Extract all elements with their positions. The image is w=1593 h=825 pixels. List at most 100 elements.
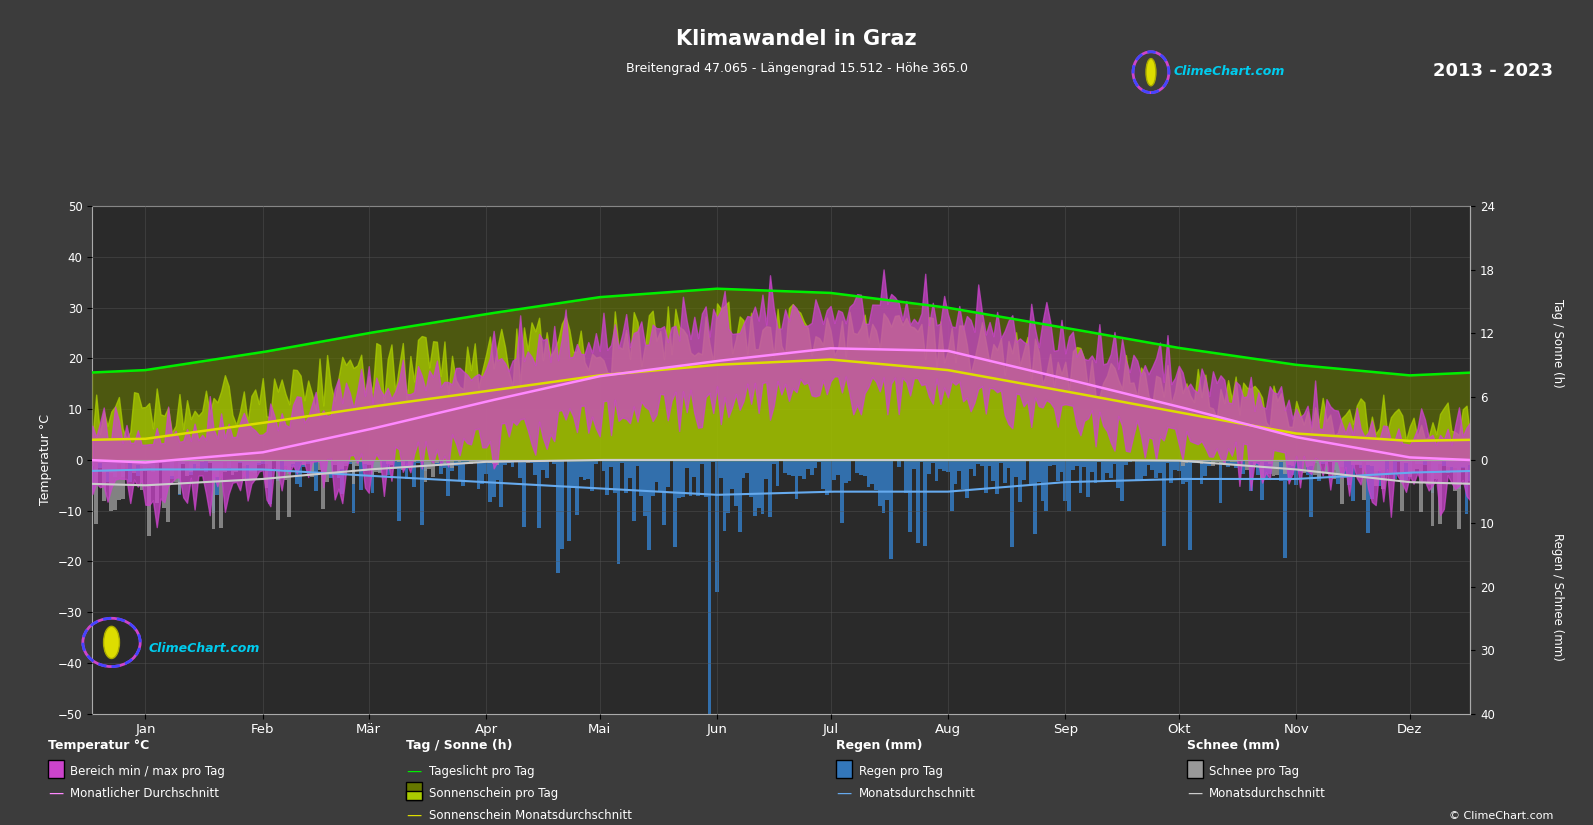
Bar <box>1461 460 1464 467</box>
Bar <box>336 460 341 478</box>
Bar <box>1040 460 1045 501</box>
Bar <box>405 460 408 461</box>
Bar <box>1075 460 1078 466</box>
Bar <box>231 460 234 474</box>
Bar <box>223 460 226 462</box>
Bar <box>1090 460 1094 472</box>
Bar <box>886 460 889 500</box>
Bar <box>91 460 94 465</box>
Bar <box>1268 460 1271 474</box>
Bar <box>798 460 803 476</box>
Bar <box>723 460 726 530</box>
Bar <box>408 460 413 465</box>
Bar <box>999 460 1004 463</box>
Text: Breitengrad 47.065 - Längengrad 15.512 - Höhe 365.0: Breitengrad 47.065 - Längengrad 15.512 -… <box>626 62 967 75</box>
Bar <box>1230 460 1233 464</box>
Bar <box>1196 460 1200 462</box>
Text: 2013 - 2023: 2013 - 2023 <box>1434 62 1553 80</box>
Bar <box>988 460 991 465</box>
Bar <box>1298 460 1301 461</box>
Bar <box>1230 460 1233 462</box>
Bar <box>374 460 378 469</box>
Bar <box>790 460 795 477</box>
Bar <box>408 460 413 467</box>
Bar <box>1419 460 1423 464</box>
Bar <box>201 460 204 461</box>
Bar <box>1403 460 1408 463</box>
Bar <box>776 460 779 486</box>
Bar <box>905 460 908 493</box>
Bar <box>1351 460 1356 465</box>
Bar <box>147 460 151 467</box>
Bar <box>1279 460 1282 462</box>
Bar <box>272 460 276 461</box>
Bar <box>280 460 284 469</box>
Bar <box>223 460 226 472</box>
Text: Schnee (mm): Schnee (mm) <box>1187 739 1281 752</box>
Bar <box>1340 460 1343 504</box>
Bar <box>1260 460 1263 500</box>
Bar <box>682 460 685 497</box>
Bar <box>476 460 481 489</box>
Bar <box>863 460 867 476</box>
Bar <box>1106 460 1109 473</box>
Bar <box>190 460 193 474</box>
Bar <box>1070 460 1075 469</box>
Bar <box>182 460 185 464</box>
Bar <box>511 460 515 461</box>
Bar <box>336 460 341 472</box>
Bar <box>1438 460 1442 464</box>
Bar <box>393 460 397 469</box>
Bar <box>413 460 416 487</box>
Text: —: — <box>1187 786 1203 801</box>
Bar <box>1166 460 1169 463</box>
Bar <box>1370 460 1373 465</box>
Bar <box>795 460 798 499</box>
Bar <box>715 460 718 592</box>
Bar <box>405 460 408 479</box>
Bar <box>110 460 113 473</box>
Bar <box>110 460 113 512</box>
Bar <box>333 460 336 462</box>
Bar <box>605 460 609 495</box>
Bar <box>859 460 863 475</box>
Bar <box>1015 460 1018 477</box>
Bar <box>784 460 787 473</box>
Bar <box>292 460 295 468</box>
Bar <box>1367 460 1370 465</box>
Bar <box>492 460 495 464</box>
Text: Regen pro Tag: Regen pro Tag <box>859 765 943 778</box>
Ellipse shape <box>104 626 119 658</box>
Bar <box>1180 460 1185 466</box>
Bar <box>1313 460 1317 464</box>
Bar <box>303 460 306 466</box>
Bar <box>814 460 817 469</box>
Bar <box>256 460 261 463</box>
Bar <box>927 460 930 474</box>
Bar <box>295 460 299 462</box>
Bar <box>311 460 314 477</box>
Bar <box>753 460 757 516</box>
Text: Monatlicher Durchschnitt: Monatlicher Durchschnitt <box>70 787 220 800</box>
Bar <box>253 460 256 473</box>
Bar <box>1464 460 1469 485</box>
Bar <box>1252 460 1257 465</box>
Bar <box>1268 460 1271 464</box>
Bar <box>1227 460 1230 461</box>
Bar <box>1434 460 1438 478</box>
Bar <box>526 460 529 463</box>
Bar <box>355 460 360 463</box>
Bar <box>746 460 749 474</box>
Bar <box>935 460 938 481</box>
Bar <box>1427 460 1431 461</box>
Bar <box>1400 460 1403 483</box>
Bar <box>1332 460 1337 470</box>
Bar <box>162 460 166 463</box>
Bar <box>276 460 280 520</box>
Bar <box>1185 460 1188 463</box>
Bar <box>207 460 212 463</box>
Bar <box>378 460 382 472</box>
Bar <box>245 460 250 464</box>
Bar <box>1200 460 1203 484</box>
Bar <box>503 460 507 465</box>
